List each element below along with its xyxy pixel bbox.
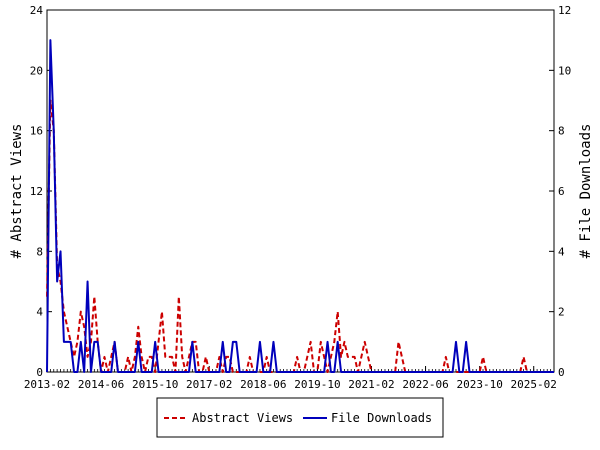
legend-label-abstract-views: Abstract Views: [192, 411, 293, 425]
x-tick-label: 2022-06: [402, 378, 448, 391]
right-tick-label: 6: [558, 185, 565, 198]
left-tick-label: 0: [36, 366, 43, 379]
left-y-axis: 0 4 8 12 16 20 24: [30, 4, 52, 379]
right-tick-label: 0: [558, 366, 565, 379]
x-tick-label: 2014-06: [78, 378, 124, 391]
x-axis: 2013-02 2014-06 2015-10 2017-02 2018-06 2019-…: [24, 366, 557, 391]
right-tick-label: 4: [558, 245, 565, 258]
legend: Abstract Views File Downloads: [156, 397, 444, 438]
x-tick-label: 2021-02: [348, 378, 394, 391]
x-tick-label: 2023-10: [456, 378, 502, 391]
right-tick-label: 2: [558, 306, 565, 319]
x-tick-label: 2018-06: [240, 378, 286, 391]
legend-label-file-downloads: File Downloads: [331, 411, 432, 425]
legend-box: [156, 397, 444, 438]
left-tick-label: 12: [30, 185, 43, 198]
x-tick-label: 2013-02: [24, 378, 70, 391]
x-tick-label: 2025-02: [511, 378, 557, 391]
right-tick-label: 12: [558, 4, 571, 17]
right-y-axis: 0 2 4 6 8 10 12: [549, 4, 571, 379]
series-line-file-downloads: [46, 39, 554, 373]
plot-area-frame: [46, 9, 555, 373]
series-layer: [46, 39, 554, 373]
right-axis-title: # File Downloads: [578, 124, 594, 259]
left-tick-label: 8: [36, 245, 43, 258]
right-tick-label: 10: [558, 64, 571, 77]
left-tick-label: 20: [30, 64, 43, 77]
left-tick-label: 4: [36, 306, 43, 319]
x-tick-label: 2019-10: [294, 378, 340, 391]
series-line-abstract-views: [46, 99, 554, 373]
left-axis-title: # Abstract Views: [9, 124, 25, 259]
left-tick-label: 24: [30, 4, 44, 17]
x-tick-label: 2015-10: [132, 378, 178, 391]
right-tick-label: 8: [558, 125, 565, 138]
x-tick-label: 2017-02: [186, 378, 232, 391]
left-tick-label: 16: [30, 125, 43, 138]
